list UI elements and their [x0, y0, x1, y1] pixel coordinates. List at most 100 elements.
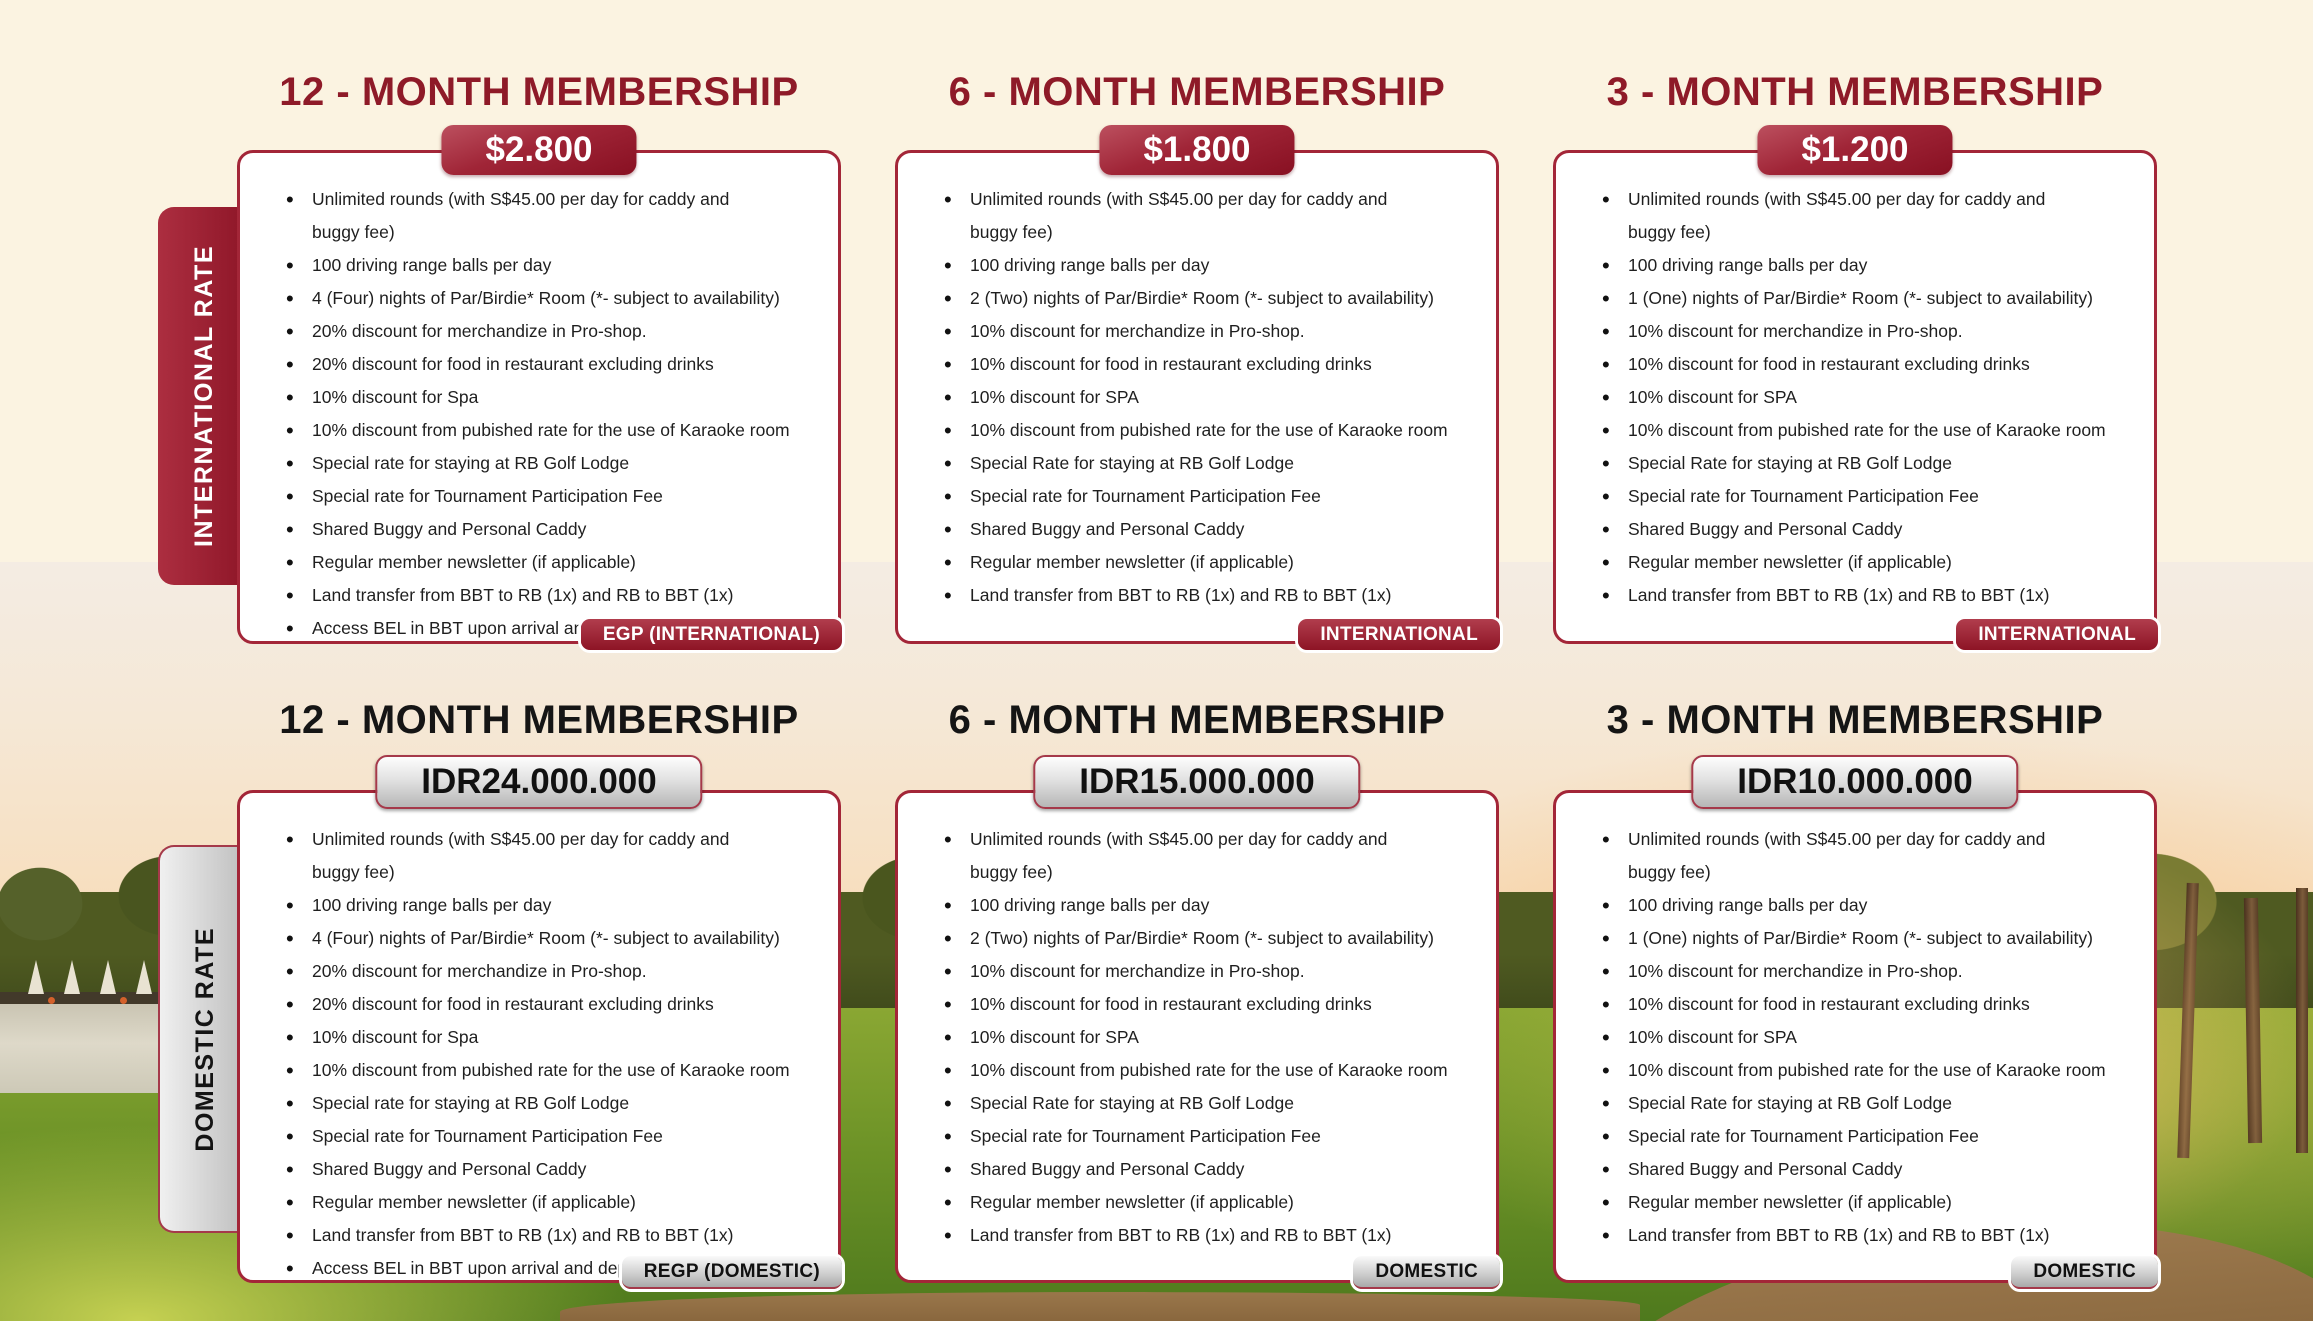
- benefit-item: 20% discount for food in restaurant excl…: [240, 348, 834, 381]
- domestic-rate-row: 12 - MONTH MEMBERSHIP IDR24.000.000 Unli…: [0, 698, 2313, 1298]
- benefit-item: 20% discount for merchandize in Pro-shop…: [240, 315, 834, 348]
- benefit-item: Regular member newsletter (if applicable…: [240, 1186, 834, 1219]
- membership-card: Unlimited rounds (with S$45.00 per day f…: [895, 790, 1500, 1289]
- umbrella: [64, 960, 80, 994]
- price-badge: IDR10.000.000: [1691, 755, 2019, 809]
- benefit-item: Shared Buggy and Personal Caddy: [898, 1153, 1492, 1186]
- life-ring: [120, 997, 127, 1004]
- benefit-item: 100 driving range balls per day: [1556, 889, 2150, 922]
- membership-card: Unlimited rounds (with S$45.00 per day f…: [237, 150, 842, 650]
- benefit-item: Unlimited rounds (with S$45.00 per day f…: [898, 183, 1428, 249]
- benefit-item: 10% discount for SPA: [898, 1021, 1492, 1054]
- benefit-item: 2 (Two) nights of Par/Birdie* Room (*- s…: [898, 282, 1492, 315]
- benefit-item: Special Rate for staying at RB Golf Lodg…: [898, 1087, 1492, 1120]
- benefit-item: 10% discount from pubished rate for the …: [240, 414, 834, 447]
- benefit-list: Unlimited rounds (with S$45.00 per day f…: [1556, 153, 2154, 612]
- benefit-item: Special rate for Tournament Participatio…: [898, 480, 1492, 513]
- rate-type-badge: DOMESTIC: [1353, 1256, 1500, 1289]
- benefit-item: 10% discount from pubished rate for the …: [1556, 414, 2150, 447]
- international-rate-tab: INTERNATIONAL RATE: [158, 207, 250, 585]
- background-sand-strip: [560, 1292, 1640, 1321]
- benefit-item: Special rate for Tournament Participatio…: [898, 1120, 1492, 1153]
- benefit-item: 10% discount from pubished rate for the …: [898, 1054, 1492, 1087]
- benefit-item: 4 (Four) nights of Par/Birdie* Room (*- …: [240, 282, 834, 315]
- membership-card: Unlimited rounds (with S$45.00 per day f…: [1553, 150, 2158, 650]
- benefit-item: 10% discount for SPA: [898, 381, 1492, 414]
- benefit-item: Regular member newsletter (if applicable…: [1556, 1186, 2150, 1219]
- benefit-item: Special rate for staying at RB Golf Lodg…: [240, 1087, 834, 1120]
- benefit-list: Unlimited rounds (with S$45.00 per day f…: [1556, 793, 2154, 1252]
- benefit-item: 10% discount for food in restaurant excl…: [898, 988, 1492, 1021]
- benefit-item: Land transfer from BBT to RB (1x) and RB…: [1556, 579, 2150, 612]
- rate-type-badge: DOMESTIC: [2011, 1256, 2158, 1289]
- benefit-item: Land transfer from BBT to RB (1x) and RB…: [240, 1219, 834, 1252]
- umbrella: [136, 960, 152, 994]
- international-rate-row: 12 - MONTH MEMBERSHIP $2.800 Unlimited r…: [0, 70, 2313, 660]
- benefit-item: 4 (Four) nights of Par/Birdie* Room (*- …: [240, 922, 834, 955]
- benefit-item: 10% discount for Spa: [240, 381, 834, 414]
- benefit-item: 100 driving range balls per day: [1556, 249, 2150, 282]
- benefit-item: 10% discount from pubished rate for the …: [1556, 1054, 2150, 1087]
- benefit-item: 10% discount for food in restaurant excl…: [898, 348, 1492, 381]
- benefit-item: Special Rate for staying at RB Golf Lodg…: [898, 447, 1492, 480]
- benefit-item: Land transfer from BBT to RB (1x) and RB…: [1556, 1219, 2150, 1252]
- benefit-item: Special rate for Tournament Participatio…: [1556, 480, 2150, 513]
- benefit-item: 1 (One) nights of Par/Birdie* Room (*- s…: [1556, 922, 2150, 955]
- benefit-item: Land transfer from BBT to RB (1x) and RB…: [240, 579, 834, 612]
- benefit-list: Unlimited rounds (with S$45.00 per day f…: [240, 153, 838, 645]
- benefit-item: Special rate for Tournament Participatio…: [240, 1120, 834, 1153]
- benefit-item: 10% discount for merchandize in Pro-shop…: [898, 315, 1492, 348]
- benefit-item: 10% discount from pubished rate for the …: [898, 414, 1492, 447]
- benefit-item: 100 driving range balls per day: [240, 889, 834, 922]
- life-ring: [48, 997, 55, 1004]
- benefit-item: 20% discount for merchandize in Pro-shop…: [240, 955, 834, 988]
- benefit-item: Unlimited rounds (with S$45.00 per day f…: [1556, 183, 2086, 249]
- domestic-rate-tab: DOMESTIC RATE: [158, 845, 250, 1233]
- benefit-item: 10% discount for Spa: [240, 1021, 834, 1054]
- benefit-item: Unlimited rounds (with S$45.00 per day f…: [1556, 823, 2086, 889]
- price-badge: $2.800: [441, 125, 637, 175]
- benefit-item: 2 (Two) nights of Par/Birdie* Room (*- s…: [898, 922, 1492, 955]
- benefit-item: Regular member newsletter (if applicable…: [240, 546, 834, 579]
- membership-card-title: 6 - MONTH MEMBERSHIP: [948, 698, 1446, 742]
- membership-card-title: 12 - MONTH MEMBERSHIP: [279, 70, 799, 114]
- rate-type-badge: EGP (INTERNATIONAL): [580, 619, 842, 650]
- membership-card: Unlimited rounds (with S$45.00 per day f…: [237, 790, 842, 1289]
- membership-card-title: 12 - MONTH MEMBERSHIP: [279, 698, 799, 742]
- benefit-item: Special rate for Tournament Participatio…: [1556, 1120, 2150, 1153]
- benefit-item: Unlimited rounds (with S$45.00 per day f…: [240, 823, 770, 889]
- benefit-item: Shared Buggy and Personal Caddy: [240, 1153, 834, 1186]
- benefit-item: Special rate for staying at RB Golf Lodg…: [240, 447, 834, 480]
- benefit-item: Unlimited rounds (with S$45.00 per day f…: [240, 183, 770, 249]
- membership-card-title: 6 - MONTH MEMBERSHIP: [948, 70, 1446, 114]
- benefit-item: Special Rate for staying at RB Golf Lodg…: [1556, 447, 2150, 480]
- price-badge: IDR15.000.000: [1033, 755, 1361, 809]
- price-badge: IDR24.000.000: [375, 755, 703, 809]
- benefit-item: 20% discount for food in restaurant excl…: [240, 988, 834, 1021]
- membership-card: Unlimited rounds (with S$45.00 per day f…: [1553, 790, 2158, 1289]
- benefit-item: 10% discount for SPA: [1556, 1021, 2150, 1054]
- benefit-item: 1 (One) nights of Par/Birdie* Room (*- s…: [1556, 282, 2150, 315]
- membership-card-title: 3 - MONTH MEMBERSHIP: [1606, 70, 2104, 114]
- benefit-list: Unlimited rounds (with S$45.00 per day f…: [898, 793, 1496, 1252]
- benefit-item: 10% discount for merchandize in Pro-shop…: [1556, 955, 2150, 988]
- price-badge: $1.200: [1757, 125, 1953, 175]
- benefit-item: Shared Buggy and Personal Caddy: [1556, 513, 2150, 546]
- benefit-list: Unlimited rounds (with S$45.00 per day f…: [240, 793, 838, 1285]
- benefit-item: Shared Buggy and Personal Caddy: [898, 513, 1492, 546]
- benefit-item: Land transfer from BBT to RB (1x) and RB…: [898, 579, 1492, 612]
- benefit-item: 100 driving range balls per day: [898, 889, 1492, 922]
- benefit-item: Shared Buggy and Personal Caddy: [240, 513, 834, 546]
- benefit-item: 100 driving range balls per day: [898, 249, 1492, 282]
- benefit-item: 100 driving range balls per day: [240, 249, 834, 282]
- benefit-item: 10% discount from pubished rate for the …: [240, 1054, 834, 1087]
- benefit-item: Regular member newsletter (if applicable…: [898, 1186, 1492, 1219]
- benefit-item: Regular member newsletter (if applicable…: [898, 546, 1492, 579]
- membership-card-title: 3 - MONTH MEMBERSHIP: [1606, 698, 2104, 742]
- umbrella: [100, 960, 116, 994]
- benefit-item: Land transfer from BBT to RB (1x) and RB…: [898, 1219, 1492, 1252]
- benefit-item: 10% discount for food in restaurant excl…: [1556, 988, 2150, 1021]
- benefit-item: 10% discount for merchandize in Pro-shop…: [1556, 315, 2150, 348]
- benefit-item: 10% discount for merchandize in Pro-shop…: [898, 955, 1492, 988]
